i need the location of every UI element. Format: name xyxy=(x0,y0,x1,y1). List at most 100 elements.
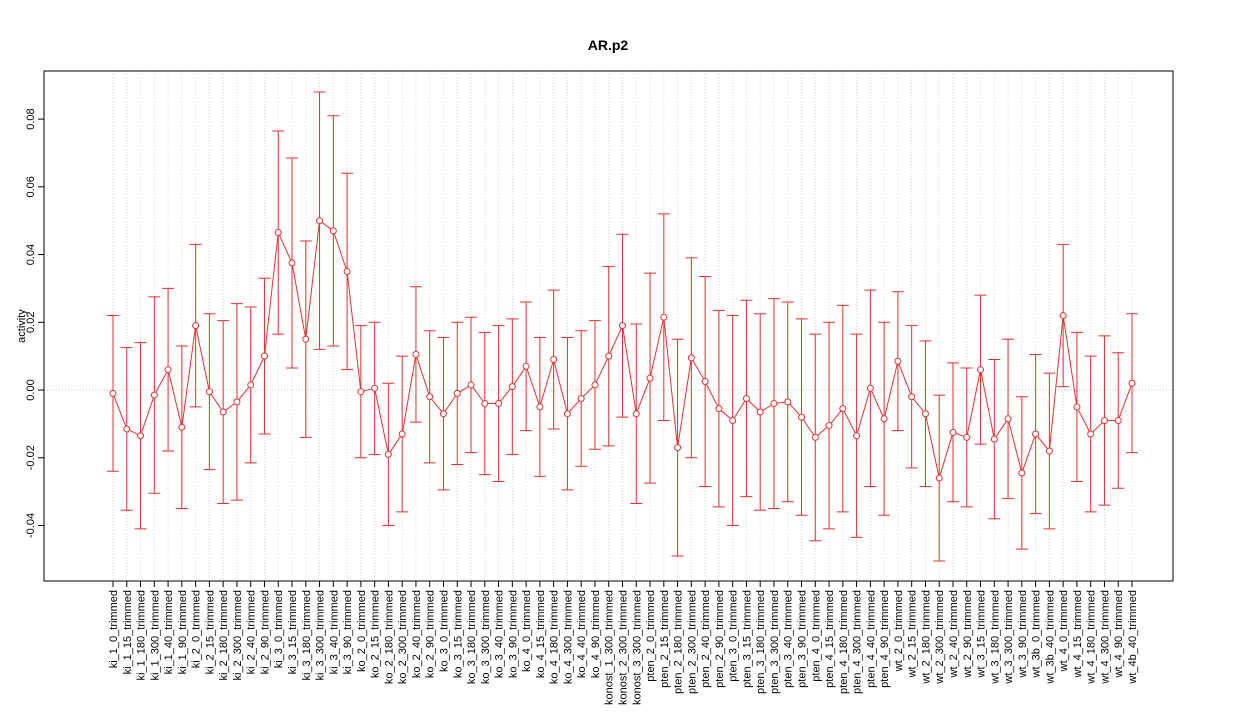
x-tick-label: wt_4_90_trimmed xyxy=(1113,590,1125,678)
x-tick-label: pten_4_40_trimmed xyxy=(865,590,877,688)
point xyxy=(646,374,654,382)
x-tick-label: ko_4_15_trimmed xyxy=(535,590,547,678)
point xyxy=(302,335,310,343)
x-tick-label: ko_2_300_trimmed xyxy=(397,590,409,684)
x-tick-label: pten_2_0_trimmed xyxy=(645,590,657,682)
point xyxy=(412,350,420,358)
point xyxy=(605,352,613,360)
x-tick-label: ki_1_300_trimmed xyxy=(149,590,161,681)
point xyxy=(880,415,888,423)
x-tick-label: konost_3_300_trimmed xyxy=(631,590,643,705)
point xyxy=(536,403,544,411)
point xyxy=(150,391,158,399)
point xyxy=(674,444,682,452)
x-tick-label: pten_3_0_trimmed xyxy=(728,590,740,682)
point xyxy=(632,410,640,418)
x-tick-label: wt_4_180_trimmed xyxy=(1086,590,1098,685)
y-tick-label: 0.06 xyxy=(25,176,37,197)
point xyxy=(770,400,778,408)
point xyxy=(756,408,764,416)
point xyxy=(825,422,833,430)
x-tick-label: konost_2_300_trimmed xyxy=(618,590,630,705)
x-tick-label: ki_3_40_trimmed xyxy=(328,590,340,674)
x-tick-label: ko_4_300_trimmed xyxy=(562,590,574,684)
x-tick-label: ko_3_40_trimmed xyxy=(494,590,506,678)
x-tick-label: wt_2_15_trimmed xyxy=(907,590,919,678)
point xyxy=(701,378,709,386)
point xyxy=(109,389,117,397)
x-tick-label: pten_3_40_trimmed xyxy=(783,590,795,688)
y-tick-label: 0.00 xyxy=(25,379,37,400)
y-tick-label: -0.04 xyxy=(25,513,37,538)
point xyxy=(371,384,379,392)
y-axis-label: activity xyxy=(16,309,28,343)
x-tick-label: pten_3_300_trimmed xyxy=(769,590,781,694)
x-tick-label: ki_3_300_trimmed xyxy=(315,590,327,681)
x-tick-label: wt_2_300_trimmed xyxy=(934,590,946,685)
point xyxy=(178,423,186,431)
x-tick-label: wt_3b_0_trimmed xyxy=(1031,590,1043,678)
point xyxy=(811,433,819,441)
point xyxy=(508,383,516,391)
y-tick-label: 0.04 xyxy=(25,244,37,265)
point xyxy=(233,398,241,406)
point xyxy=(467,381,475,389)
point xyxy=(963,433,971,441)
point xyxy=(742,394,750,402)
x-tick-label: ko_4_0_trimmed xyxy=(521,590,533,672)
point xyxy=(1045,447,1053,455)
point xyxy=(715,405,723,413)
x-tick-label: ko_3_180_trimmed xyxy=(466,590,478,684)
point xyxy=(894,357,902,365)
x-tick-label: pten_2_15_trimmed xyxy=(659,590,671,688)
point xyxy=(839,405,847,413)
x-tick-label: pten_3_15_trimmed xyxy=(741,590,753,688)
point xyxy=(274,229,282,237)
x-tick-label: pten_4_15_trimmed xyxy=(824,590,836,688)
x-tick-label: ko_4_40_trimmed xyxy=(576,590,588,678)
y-tick-label: 0.08 xyxy=(25,108,37,129)
point xyxy=(164,366,172,374)
point xyxy=(591,381,599,389)
point xyxy=(866,384,874,392)
point xyxy=(577,394,585,402)
x-tick-label: ki_2_15_trimmed xyxy=(204,590,216,674)
x-tick-label: ki_1_0_trimmed xyxy=(108,590,120,668)
x-tick-label: ki_3_180_trimmed xyxy=(301,590,313,681)
x-tick-label: pten_2_300_trimmed xyxy=(686,590,698,694)
x-tick-label: pten_3_90_trimmed xyxy=(797,590,809,688)
point xyxy=(384,450,392,458)
x-tick-label: ki_3_90_trimmed xyxy=(342,590,354,674)
point xyxy=(481,400,489,408)
x-tick-label: ko_2_40_trimmed xyxy=(411,590,423,678)
x-tick-label: ko_2_180_trimmed xyxy=(383,590,395,684)
x-tick-label: wt_3_180_trimmed xyxy=(989,590,1001,685)
point xyxy=(219,408,227,416)
point xyxy=(137,432,145,440)
x-tick-label: wt_4_15_trimmed xyxy=(1072,590,1084,678)
x-tick-label: ko_3_90_trimmed xyxy=(507,590,519,678)
x-tick-label: ki_1_90_trimmed xyxy=(177,590,189,674)
x-tick-label: ki_2_0_trimmed xyxy=(191,590,203,668)
x-tick-label: ko_3_0_trimmed xyxy=(438,590,450,672)
point xyxy=(798,413,806,421)
point xyxy=(563,410,571,418)
x-tick-label: ko_4_180_trimmed xyxy=(549,590,561,684)
point xyxy=(247,381,255,389)
x-tick-label: wt_3_300_trimmed xyxy=(1003,590,1015,685)
point xyxy=(343,267,351,275)
y-tick-label: 0.02 xyxy=(25,312,37,333)
x-tick-label: ki_2_40_trimmed xyxy=(246,590,258,674)
x-tick-label: wt_2_180_trimmed xyxy=(920,590,932,685)
x-tick-label: pten_3_180_trimmed xyxy=(755,590,767,694)
point xyxy=(1032,430,1040,438)
point xyxy=(1087,430,1095,438)
point xyxy=(357,388,365,396)
point xyxy=(687,354,695,362)
point xyxy=(123,425,131,433)
x-tick-label: wt_4_0_trimmed xyxy=(1058,590,1070,672)
point xyxy=(453,389,461,397)
x-tick-label: ko_4_90_trimmed xyxy=(590,590,602,678)
point xyxy=(329,227,337,235)
